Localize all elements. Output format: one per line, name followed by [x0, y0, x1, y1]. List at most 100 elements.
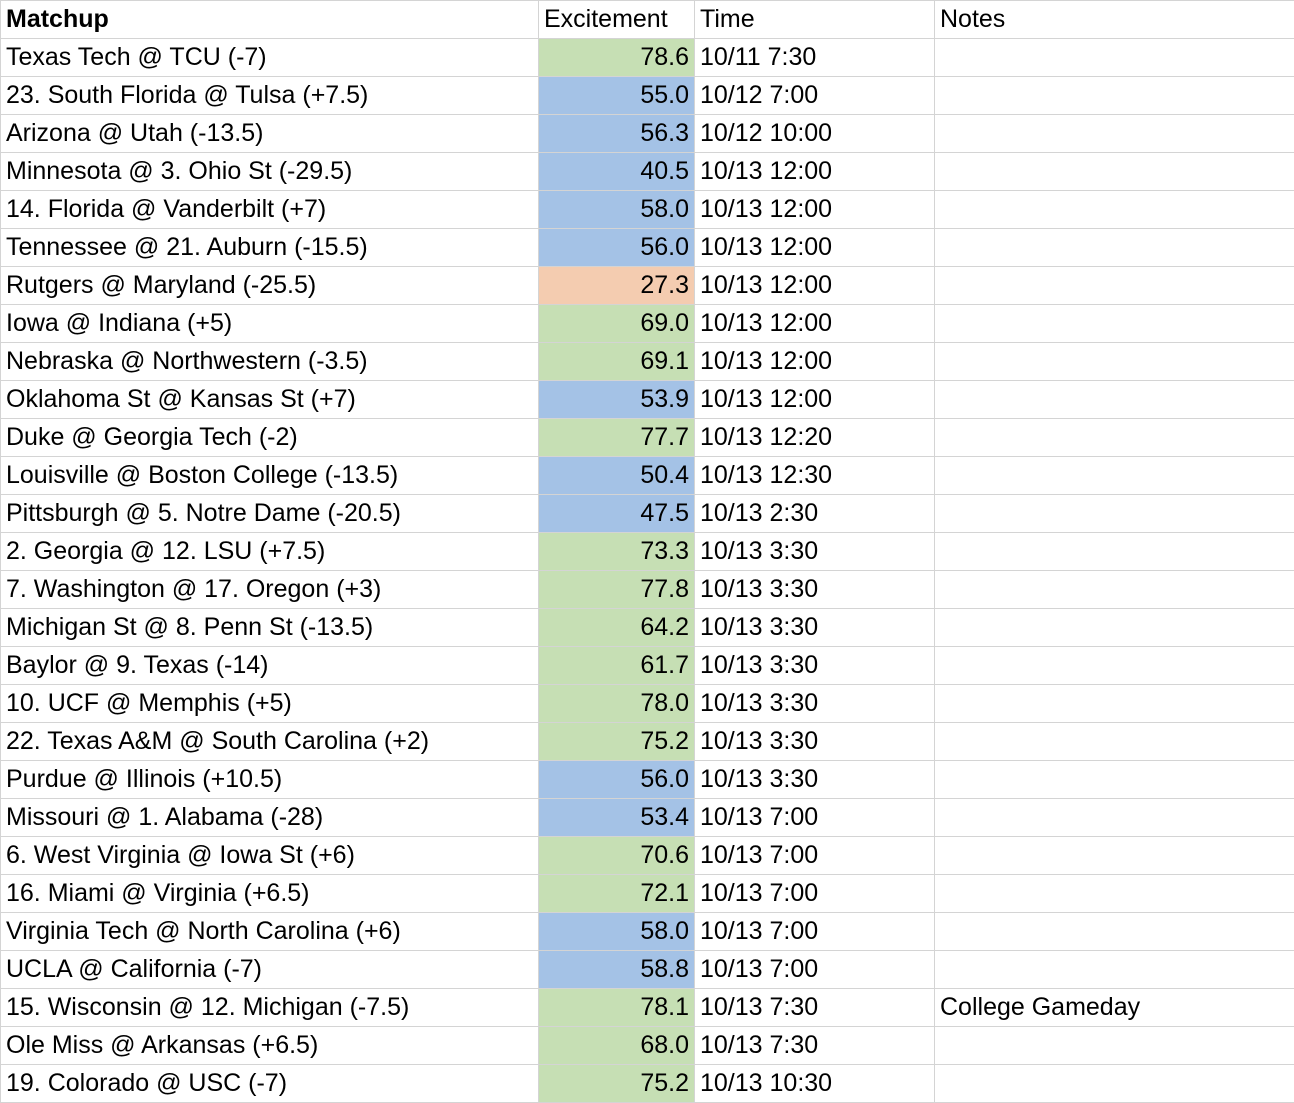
notes-cell[interactable]: [935, 1065, 1294, 1103]
matchup-cell[interactable]: Duke @ Georgia Tech (-2): [1, 419, 539, 457]
excitement-cell[interactable]: 68.0: [539, 1027, 695, 1065]
header-notes[interactable]: Notes: [935, 1, 1294, 39]
matchup-cell[interactable]: Michigan St @ 8. Penn St (-13.5): [1, 609, 539, 647]
excitement-cell[interactable]: 47.5: [539, 495, 695, 533]
time-cell[interactable]: 10/13 12:00: [695, 229, 935, 267]
time-cell[interactable]: 10/13 3:30: [695, 533, 935, 571]
notes-cell[interactable]: [935, 77, 1294, 115]
matchup-cell[interactable]: 10. UCF @ Memphis (+5): [1, 685, 539, 723]
excitement-cell[interactable]: 75.2: [539, 723, 695, 761]
excitement-cell[interactable]: 50.4: [539, 457, 695, 495]
matchup-cell[interactable]: Nebraska @ Northwestern (-3.5): [1, 343, 539, 381]
time-cell[interactable]: 10/13 12:20: [695, 419, 935, 457]
matchup-cell[interactable]: UCLA @ California (-7): [1, 951, 539, 989]
excitement-cell[interactable]: 73.3: [539, 533, 695, 571]
time-cell[interactable]: 10/13 3:30: [695, 647, 935, 685]
excitement-cell[interactable]: 58.0: [539, 191, 695, 229]
time-cell[interactable]: 10/13 3:30: [695, 723, 935, 761]
time-cell[interactable]: 10/13 7:30: [695, 989, 935, 1027]
matchup-cell[interactable]: 2. Georgia @ 12. LSU (+7.5): [1, 533, 539, 571]
excitement-cell[interactable]: 78.1: [539, 989, 695, 1027]
excitement-cell[interactable]: 27.3: [539, 267, 695, 305]
excitement-cell[interactable]: 78.6: [539, 39, 695, 77]
matchup-cell[interactable]: Rutgers @ Maryland (-25.5): [1, 267, 539, 305]
notes-cell[interactable]: [935, 723, 1294, 761]
matchup-cell[interactable]: Texas Tech @ TCU (-7): [1, 39, 539, 77]
notes-cell[interactable]: [935, 39, 1294, 77]
matchup-cell[interactable]: Arizona @ Utah (-13.5): [1, 115, 539, 153]
notes-cell[interactable]: [935, 875, 1294, 913]
notes-cell[interactable]: [935, 305, 1294, 343]
notes-cell[interactable]: [935, 191, 1294, 229]
excitement-cell[interactable]: 56.0: [539, 761, 695, 799]
notes-cell[interactable]: [935, 685, 1294, 723]
notes-cell[interactable]: [935, 419, 1294, 457]
excitement-cell[interactable]: 70.6: [539, 837, 695, 875]
excitement-cell[interactable]: 69.0: [539, 305, 695, 343]
time-cell[interactable]: 10/13 12:00: [695, 267, 935, 305]
excitement-cell[interactable]: 55.0: [539, 77, 695, 115]
notes-cell[interactable]: [935, 457, 1294, 495]
time-cell[interactable]: 10/13 12:30: [695, 457, 935, 495]
notes-cell[interactable]: [935, 153, 1294, 191]
matchup-cell[interactable]: Pittsburgh @ 5. Notre Dame (-20.5): [1, 495, 539, 533]
notes-cell[interactable]: [935, 229, 1294, 267]
excitement-cell[interactable]: 77.7: [539, 419, 695, 457]
time-cell[interactable]: 10/13 7:00: [695, 837, 935, 875]
time-cell[interactable]: 10/13 12:00: [695, 305, 935, 343]
notes-cell[interactable]: [935, 837, 1294, 875]
matchup-cell[interactable]: Baylor @ 9. Texas (-14): [1, 647, 539, 685]
header-excitement[interactable]: Excitement: [539, 1, 695, 39]
header-matchup[interactable]: Matchup: [1, 1, 539, 39]
excitement-cell[interactable]: 75.2: [539, 1065, 695, 1103]
matchup-cell[interactable]: Missouri @ 1. Alabama (-28): [1, 799, 539, 837]
excitement-cell[interactable]: 53.4: [539, 799, 695, 837]
time-cell[interactable]: 10/11 7:30: [695, 39, 935, 77]
time-cell[interactable]: 10/13 3:30: [695, 571, 935, 609]
time-cell[interactable]: 10/13 12:00: [695, 153, 935, 191]
notes-cell[interactable]: [935, 571, 1294, 609]
matchup-cell[interactable]: 19. Colorado @ USC (-7): [1, 1065, 539, 1103]
notes-cell[interactable]: [935, 533, 1294, 571]
excitement-cell[interactable]: 64.2: [539, 609, 695, 647]
excitement-cell[interactable]: 69.1: [539, 343, 695, 381]
matchup-cell[interactable]: 16. Miami @ Virginia (+6.5): [1, 875, 539, 913]
excitement-cell[interactable]: 58.0: [539, 913, 695, 951]
excitement-cell[interactable]: 56.3: [539, 115, 695, 153]
excitement-cell[interactable]: 40.5: [539, 153, 695, 191]
notes-cell[interactable]: [935, 799, 1294, 837]
time-cell[interactable]: 10/13 7:30: [695, 1027, 935, 1065]
matchup-cell[interactable]: Oklahoma St @ Kansas St (+7): [1, 381, 539, 419]
notes-cell[interactable]: [935, 913, 1294, 951]
time-cell[interactable]: 10/13 3:30: [695, 609, 935, 647]
time-cell[interactable]: 10/13 3:30: [695, 761, 935, 799]
notes-cell[interactable]: [935, 609, 1294, 647]
matchup-cell[interactable]: 22. Texas A&M @ South Carolina (+2): [1, 723, 539, 761]
notes-cell[interactable]: [935, 381, 1294, 419]
notes-cell[interactable]: [935, 495, 1294, 533]
matchup-cell[interactable]: Iowa @ Indiana (+5): [1, 305, 539, 343]
time-cell[interactable]: 10/13 12:00: [695, 381, 935, 419]
matchup-cell[interactable]: 15. Wisconsin @ 12. Michigan (-7.5): [1, 989, 539, 1027]
notes-cell[interactable]: [935, 1027, 1294, 1065]
time-cell[interactable]: 10/12 7:00: [695, 77, 935, 115]
time-cell[interactable]: 10/12 10:00: [695, 115, 935, 153]
time-cell[interactable]: 10/13 2:30: [695, 495, 935, 533]
excitement-cell[interactable]: 72.1: [539, 875, 695, 913]
notes-cell[interactable]: College Gameday: [935, 989, 1294, 1027]
matchup-cell[interactable]: 23. South Florida @ Tulsa (+7.5): [1, 77, 539, 115]
excitement-cell[interactable]: 77.8: [539, 571, 695, 609]
time-cell[interactable]: 10/13 12:00: [695, 191, 935, 229]
notes-cell[interactable]: [935, 115, 1294, 153]
excitement-cell[interactable]: 61.7: [539, 647, 695, 685]
time-cell[interactable]: 10/13 7:00: [695, 799, 935, 837]
time-cell[interactable]: 10/13 7:00: [695, 875, 935, 913]
matchup-cell[interactable]: 7. Washington @ 17. Oregon (+3): [1, 571, 539, 609]
time-cell[interactable]: 10/13 10:30: [695, 1065, 935, 1103]
time-cell[interactable]: 10/13 12:00: [695, 343, 935, 381]
time-cell[interactable]: 10/13 7:00: [695, 951, 935, 989]
matchup-cell[interactable]: 6. West Virginia @ Iowa St (+6): [1, 837, 539, 875]
header-time[interactable]: Time: [695, 1, 935, 39]
matchup-cell[interactable]: Louisville @ Boston College (-13.5): [1, 457, 539, 495]
notes-cell[interactable]: [935, 647, 1294, 685]
